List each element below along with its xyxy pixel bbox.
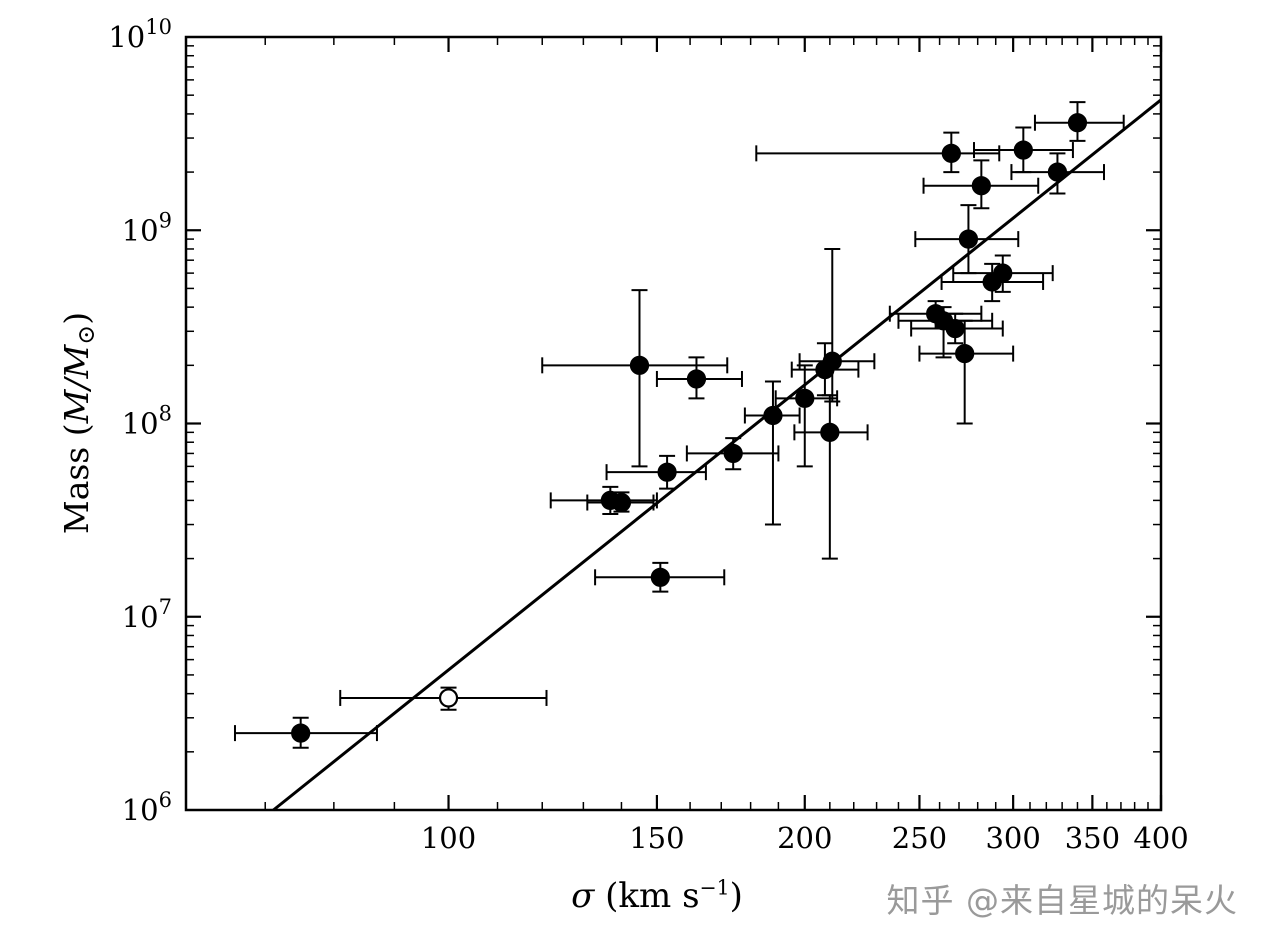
x-axis-label: σ (km s−1) [457,872,857,920]
x-axis-label-exponent: −1 [699,875,730,900]
y-axis-label: Mass (M/M⊙) [53,223,101,623]
x-axis-label-close: ) [729,876,743,916]
watermark: 知乎 @来自星城的呆火 [886,881,1238,920]
svg-text:300: 300 [985,821,1040,855]
svg-text:109: 109 [122,208,172,247]
svg-text:150: 150 [629,821,684,855]
svg-text:108: 108 [122,402,172,441]
svg-text:107: 107 [122,595,172,634]
svg-text:350: 350 [1065,821,1120,855]
y-axis-label-close: ) [57,311,96,325]
svg-text:100: 100 [421,821,476,855]
y-axis-label-text: Mass ( [57,423,96,535]
y-axis-label-italic: M/M [57,344,96,424]
svg-text:250: 250 [892,821,947,855]
svg-text:1010: 1010 [108,15,172,54]
sigma-symbol: σ [571,876,595,916]
svg-text:200: 200 [777,821,832,855]
svg-text:400: 400 [1133,821,1188,855]
svg-text:106: 106 [122,788,172,827]
sun-symbol: ⊙ [71,324,100,345]
x-axis-label-text: (km s [594,876,700,916]
